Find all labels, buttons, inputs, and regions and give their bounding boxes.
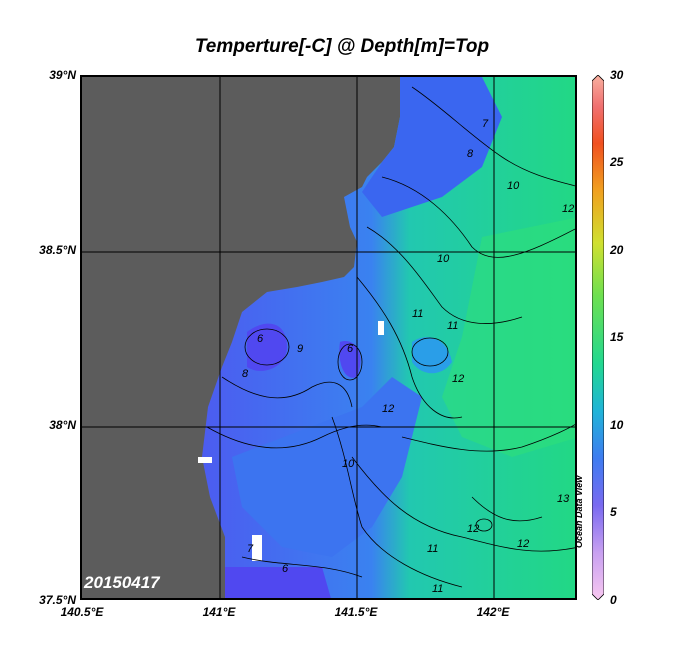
map-panel: 7 8 10 12 10 11 11 12 6 8 9 6 12 10 13 1… [80,75,577,600]
x-tick: 140.5°E [60,605,104,619]
graticule [82,77,575,598]
contour-label: 7 [247,543,254,555]
colorbar-tick: 15 [610,330,624,344]
colorbar-tick: 0 [610,593,617,607]
contour-label: 12 [382,403,394,415]
missing-data [378,321,384,335]
watermark: Ocean Data View [574,475,584,548]
y-tick: 38°N [49,418,76,432]
colorbar-tick: 25 [610,155,624,169]
contour-label: 8 [467,148,474,160]
cold-patch [232,377,422,557]
contour-label: 9 [297,343,303,355]
contour-label: 12 [452,373,464,385]
date-label: 20150417 [84,573,160,592]
cold-patch [225,567,331,598]
missing-data [198,457,212,463]
cold-patch [247,323,287,371]
colorbar-tick: 5 [610,505,617,519]
colorbar-tick: 20 [610,243,624,257]
contour-label: 11 [432,583,443,595]
contour-label: 11 [412,308,423,320]
x-tick: 141°E [202,605,236,619]
contour-label: 6 [282,563,289,575]
temperature-field: 7 8 10 12 10 11 11 12 6 8 9 6 12 10 13 1… [82,77,575,598]
missing-data [252,535,262,561]
contour-label: 6 [257,333,264,345]
map-title: Temperture[-C] @ Depth[m]=Top [194,36,490,57]
contour-labels: 7 8 10 12 10 11 11 12 6 8 9 6 12 10 13 1… [242,118,574,595]
contour-label: 12 [562,203,574,215]
contour-label: 12 [517,538,529,550]
contour-label: 8 [242,368,249,380]
y-tick: 39°N [49,68,76,82]
x-tick: 141.5°E [334,605,378,619]
contour-label: 7 [482,118,489,130]
colorbar-tick: 30 [610,68,624,82]
cold-patch [339,341,361,378]
contour-label: 10 [437,253,450,265]
x-tick: 142°E [476,605,510,619]
contour-label: 11 [447,320,458,332]
contour-lines [206,86,575,588]
y-tick: 37.5°N [39,593,76,607]
colorbar [592,75,604,600]
contour-label: 11 [427,543,438,555]
y-tick: 38.5°N [39,243,76,257]
contour-label: 10 [507,180,520,192]
colorbar-tick: 10 [610,418,624,432]
contour-label: 12 [467,523,479,535]
contour-label: 13 [557,493,570,505]
contour-label: 6 [347,343,354,355]
contour-label: 10 [342,458,355,470]
warm-patch [442,217,575,457]
